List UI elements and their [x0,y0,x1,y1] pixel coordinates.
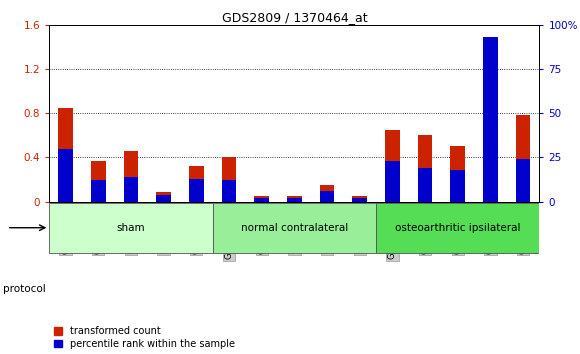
Bar [320,191,335,201]
Bar [254,198,269,201]
Bar [352,198,367,201]
Bar [254,196,269,201]
Bar [222,158,237,201]
Bar [287,198,302,201]
Bar [287,196,302,201]
Bar [58,108,73,201]
Text: osteoarthritic ipsilateral: osteoarthritic ipsilateral [395,223,520,233]
Text: sham: sham [117,223,146,233]
Bar [91,161,106,201]
Bar [124,177,139,201]
Legend: transformed count, percentile rank within the sample: transformed count, percentile rank withi… [54,326,235,349]
Bar [320,185,335,201]
Bar [124,151,139,201]
Bar [418,168,433,201]
Bar [483,37,498,201]
Text: protocol: protocol [3,284,46,293]
Bar [222,181,237,201]
Bar [352,196,367,201]
Bar [58,149,73,201]
FancyBboxPatch shape [213,203,376,253]
FancyBboxPatch shape [376,203,539,253]
Bar [189,166,204,201]
Bar [156,194,171,201]
Bar [450,170,465,201]
Bar [516,115,531,201]
Bar [418,135,433,201]
Title: GDS2809 / 1370464_at: GDS2809 / 1370464_at [222,11,367,24]
Bar [450,146,465,201]
Bar [483,56,498,201]
Bar [385,130,400,201]
Text: normal contralateral: normal contralateral [241,223,348,233]
Bar [385,161,400,201]
Bar [189,179,204,201]
Bar [516,159,531,201]
FancyBboxPatch shape [49,203,213,253]
Bar [156,192,171,201]
Bar [91,181,106,201]
